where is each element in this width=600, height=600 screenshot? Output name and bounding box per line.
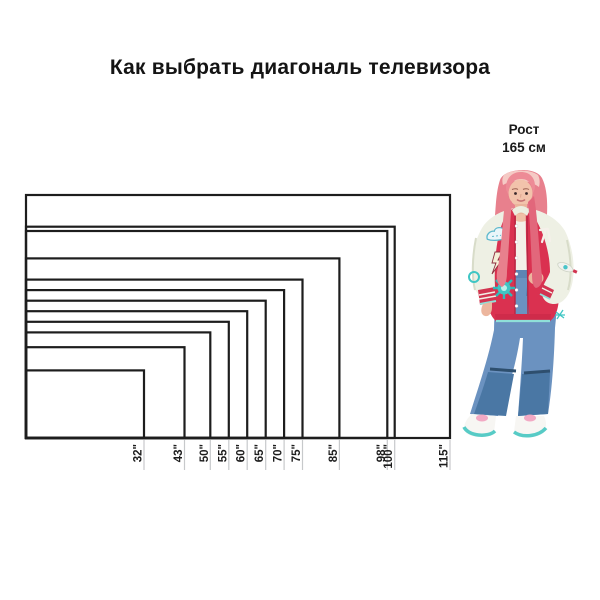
tv-rect-75: [24, 278, 304, 440]
tv-rect-115: [24, 193, 452, 440]
face: [506, 172, 535, 207]
size-label-98: 98": [376, 444, 388, 462]
size-label-115: 115": [439, 444, 451, 468]
size-label-50: 50": [199, 444, 211, 462]
tv-rect-98: [24, 229, 389, 440]
tv-rect-60: [24, 310, 249, 440]
tv-rect-55: [24, 320, 230, 440]
rocket-patch: [557, 262, 578, 274]
size-label-75: 75": [291, 444, 303, 462]
person-illustration: [462, 169, 578, 438]
chest-monogram: [538, 227, 552, 244]
hair-front-strands: [496, 196, 543, 288]
person-height-label: Рост 165 см: [462, 121, 586, 157]
starburst-patch: [493, 277, 515, 299]
size-label-32: 32": [133, 444, 145, 462]
page-title: Как выбрать диагональ телевизора: [109, 56, 491, 79]
size-label-43: 43": [173, 444, 185, 462]
sneakers: [462, 414, 548, 438]
size-label-55: 55": [217, 444, 229, 462]
size-label-85: 85": [328, 444, 340, 462]
size-label-100: 100": [383, 444, 395, 469]
tv-rect-32: [24, 369, 146, 440]
tv-rect-43: [24, 346, 186, 440]
person-height-line1: Рост: [508, 122, 540, 137]
left-sleeve: [468, 208, 514, 317]
size-label-60: 60": [236, 444, 248, 462]
size-label-70: 70": [273, 444, 285, 462]
person-height-line2: 165 см: [502, 139, 546, 155]
size-label-65: 65": [254, 444, 266, 462]
